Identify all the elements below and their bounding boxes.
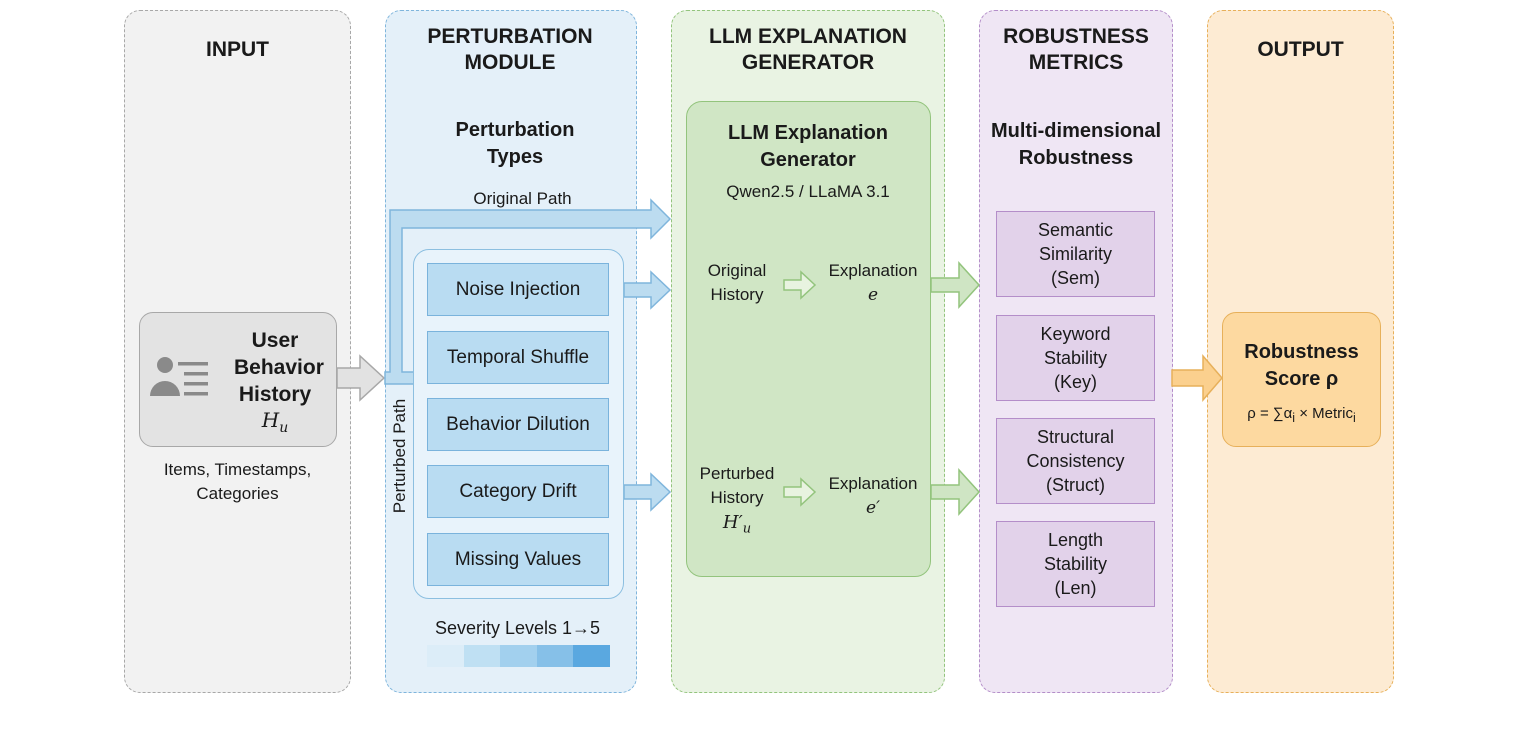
robustness-title: Multi-dimensional Robustness <box>991 120 1161 169</box>
severity-label: Severity Levels 1→5 <box>434 618 601 638</box>
llm-header: LLM EXPLANATION GENERATOR <box>709 25 907 74</box>
original-path-arrow <box>384 198 672 385</box>
explanation-prime-label: Explanation <box>828 474 918 493</box>
explanation-e-prime: e′ <box>866 498 880 518</box>
formula-sub: i <box>1352 411 1356 425</box>
drift-arrow <box>623 472 672 512</box>
perturbation-type: Temporal Shuffle <box>427 331 609 384</box>
formula-sub: i <box>1292 411 1296 425</box>
metric-box: Structural Consistency (Struct) <box>996 418 1155 504</box>
output-arrow <box>1171 353 1223 403</box>
severity-level-1 <box>427 645 464 667</box>
perturbation-type: Missing Values <box>427 533 609 586</box>
llm-original-arrow <box>930 261 981 309</box>
perturbed-history-label: Perturbed History <box>699 464 775 507</box>
original-history-label: Original History <box>707 261 767 304</box>
severity-level-4 <box>536 645 574 667</box>
user-history-symbol: Hu <box>234 408 316 436</box>
perturbation-type: Category Drift <box>427 465 609 518</box>
user-history-title: User Behavior History <box>234 329 324 406</box>
perturbation-type: Behavior Dilution <box>427 398 609 451</box>
metric-box: Semantic Similarity (Sem) <box>996 211 1155 297</box>
llm-perturbed-arrow <box>930 468 981 516</box>
explanation-label: Explanation <box>828 261 918 280</box>
formula-part: × Metric <box>1295 405 1353 422</box>
robustness-header: ROBUSTNESS METRICS <box>1003 25 1149 74</box>
noise-arrow <box>623 270 672 310</box>
perturbation-type: Noise Injection <box>427 263 609 316</box>
severity-level-3 <box>500 645 537 667</box>
input-caption: Items, Timestamps, Categories <box>163 460 312 503</box>
robustness-score-title: Robustness Score ρ <box>1244 341 1359 390</box>
user-history-box <box>139 312 337 447</box>
llm-models: Qwen2.5 / LLaMA 3.1 <box>726 182 890 201</box>
output-header: OUTPUT <box>1257 38 1344 61</box>
severity-level-5 <box>573 645 610 667</box>
symbol-h-prime: H′ <box>722 512 743 533</box>
metric-box: Length Stability (Len) <box>996 521 1155 607</box>
robustness-formula: ρ = ∑αi × Metrici <box>1222 405 1381 425</box>
input-arrow <box>336 354 386 402</box>
perturbation-types-title: Perturbation Types <box>455 119 575 168</box>
symbol-sub: u <box>742 521 752 537</box>
perturbation-header: PERTURBATION MODULE <box>427 25 593 74</box>
symbol-h: H <box>261 408 280 432</box>
severity-level-2 <box>463 645 501 667</box>
llm-generator-title: LLM Explanation Generator <box>728 122 888 171</box>
symbol-sub: u <box>279 420 289 436</box>
explanation-e: e <box>867 285 879 305</box>
formula-part: ρ = ∑α <box>1247 405 1293 422</box>
robustness-score-box <box>1222 312 1381 447</box>
input-header: INPUT <box>206 38 269 61</box>
metric-box: Keyword Stability (Key) <box>996 315 1155 401</box>
perturbed-history-symbol: H′u <box>692 512 782 537</box>
severity-bar <box>427 645 610 667</box>
original-path-label: Original Path <box>473 189 572 208</box>
